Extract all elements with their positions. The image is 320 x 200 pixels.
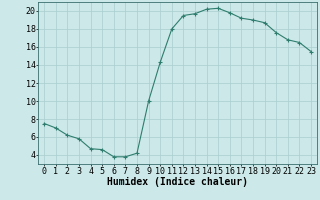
X-axis label: Humidex (Indice chaleur): Humidex (Indice chaleur) xyxy=(107,177,248,187)
